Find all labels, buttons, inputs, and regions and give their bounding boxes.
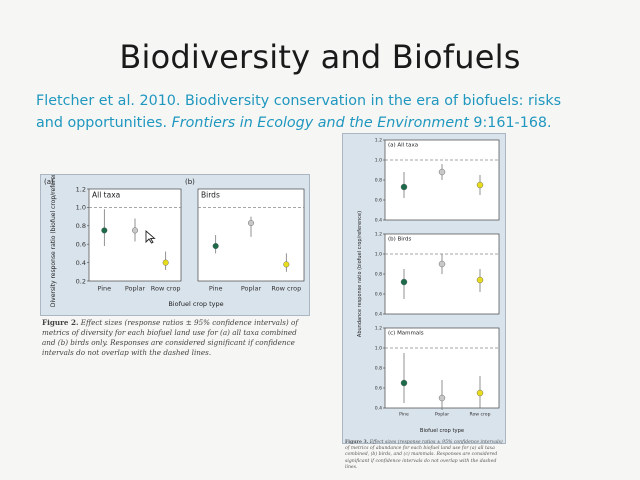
figure-3-caption-label: Figure 3. xyxy=(345,440,369,445)
panel-title: (c) Mammals xyxy=(388,331,424,337)
citation: Fletcher et al. 2010. Biodiversity conse… xyxy=(36,90,616,134)
y-tick-label: 1.0 xyxy=(76,204,86,212)
y-tick-label: 0.8 xyxy=(375,178,382,184)
data-point xyxy=(283,261,290,268)
y-tick-label: 1.2 xyxy=(375,326,382,332)
figure-3-chart: 0.4 0.6 0.8 1.0 1.2 (a) All taxa 0.4 0.6 0.8 1.0 1… xyxy=(357,138,500,434)
x-tick-label: Pine xyxy=(399,412,409,418)
data-point xyxy=(247,220,254,227)
data-point xyxy=(101,227,108,234)
mouse-cursor-icon xyxy=(145,230,156,244)
x-tick-label: Row crop xyxy=(151,285,181,293)
x-axis-label: Biofuel crop type xyxy=(168,300,223,308)
y-tick-label: 0.4 xyxy=(375,312,382,318)
data-point xyxy=(438,394,446,402)
citation-text: and opportunities. xyxy=(36,115,172,131)
data-point xyxy=(162,259,169,266)
data-point xyxy=(476,389,484,397)
y-tick-label: 0.4 xyxy=(76,259,86,267)
y-tick-label: 0.4 xyxy=(375,406,382,412)
y-tick-label: 0.6 xyxy=(375,386,382,392)
panel-label: (b) xyxy=(185,178,195,186)
y-axis-label: Abundance response ratio (biofuel crop/r… xyxy=(357,211,363,337)
slide-title: Biodiversity and Biofuels xyxy=(119,38,521,76)
figure-3-caption: Figure 3. Effect sizes (response ratios … xyxy=(345,440,505,471)
figure-3-caption-text: Effect sizes (response ratios ± 95% conf… xyxy=(345,440,503,470)
x-tick-label: Poplar xyxy=(435,412,449,418)
figure-3: 0.4 0.6 0.8 1.0 1.2 (a) All taxa 0.4 0.6 0.8 1.0 1… xyxy=(342,133,506,444)
panel-title: Birds xyxy=(201,191,220,200)
panel-title: (a) All taxa xyxy=(388,143,418,149)
y-tick-label: 0.6 xyxy=(375,198,382,204)
citation-volume: 9:161-168. xyxy=(468,115,552,131)
y-tick-label: 0.2 xyxy=(76,277,86,285)
data-point xyxy=(400,278,408,286)
y-tick-label: 0.8 xyxy=(375,366,382,372)
data-point xyxy=(476,276,484,284)
x-tick-label: Row crop xyxy=(271,285,301,293)
figure-2-caption-text: Effect sizes (response ratios ± 95% conf… xyxy=(42,318,299,357)
panel-title: All taxa xyxy=(92,191,120,200)
y-tick-label: 1.2 xyxy=(375,138,382,144)
y-tick-label: 0.8 xyxy=(375,272,382,278)
data-point xyxy=(438,260,446,268)
y-tick-label: 1.0 xyxy=(375,252,382,258)
figure-2-chart: 0.2 0.4 0.6 0.8 1.0 1.2 All taxa Pine Poplar Row … xyxy=(44,175,305,308)
figure-2: 0.2 0.4 0.6 0.8 1.0 1.2 All taxa Pine Poplar Row … xyxy=(40,174,310,316)
x-tick-label: Poplar xyxy=(125,285,146,293)
x-tick-label: Poplar xyxy=(241,285,262,293)
y-axis-label: Diversity response ratio (biofuel crop/r… xyxy=(50,175,57,307)
y-tick-label: 0.6 xyxy=(76,240,86,248)
data-point xyxy=(438,168,446,176)
y-tick-label: 1.2 xyxy=(375,232,382,238)
x-tick-label: Row crop xyxy=(469,412,490,418)
y-tick-label: 0.6 xyxy=(375,292,382,298)
y-tick-label: 0.4 xyxy=(375,218,382,224)
data-point xyxy=(212,243,219,250)
x-tick-label: Pine xyxy=(97,285,111,293)
citation-journal: Frontiers in Ecology and the Environment xyxy=(171,115,469,131)
citation-line-1: Fletcher et al. 2010. Biodiversity conse… xyxy=(36,93,562,109)
panel-label: (a) xyxy=(44,178,54,186)
data-point xyxy=(400,379,408,387)
panel-title: (b) Birds xyxy=(388,237,411,243)
data-point xyxy=(476,181,484,189)
y-tick-label: 0.8 xyxy=(76,222,86,230)
data-point xyxy=(400,183,408,191)
y-tick-label: 1.0 xyxy=(375,158,382,164)
figure-2-caption-label: Figure 2. xyxy=(42,318,79,327)
x-axis-label: Biofuel crop type xyxy=(420,428,464,434)
figure-2-caption: Figure 2. Effect sizes (response ratios … xyxy=(42,318,312,358)
y-tick-label: 1.2 xyxy=(76,185,86,193)
x-tick-label: Pine xyxy=(209,285,223,293)
data-point xyxy=(131,227,138,234)
y-tick-label: 1.0 xyxy=(375,346,382,352)
